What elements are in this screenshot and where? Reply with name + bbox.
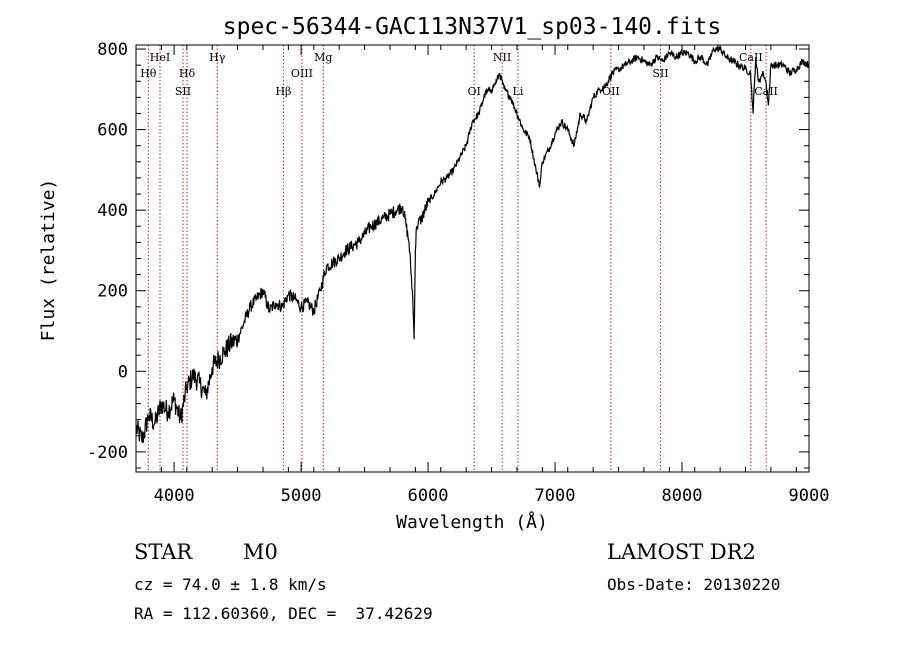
line-label-4: Hγ xyxy=(209,51,226,64)
ra-dec-coordinates: RA = 112.60360, DEC = 37.42629 xyxy=(134,604,433,623)
line-label-9: NII xyxy=(493,51,511,64)
line-label-1: HeI xyxy=(150,51,170,64)
x-tick-label-0: 4000 xyxy=(154,486,195,506)
x-tick-label-3: 7000 xyxy=(535,486,576,506)
line-label-10: Li xyxy=(513,85,524,98)
line-label-2: SII xyxy=(175,85,191,98)
redshift-cz: cz = 74.0 ± 1.8 km/s xyxy=(134,575,327,594)
object-class: STAR xyxy=(134,540,193,564)
survey-name: LAMOST DR2 xyxy=(607,540,756,564)
x-tick-label-1: 5000 xyxy=(281,486,322,506)
line-label-6: OIII xyxy=(291,67,313,80)
observation-date: Obs-Date: 20130220 xyxy=(607,575,781,594)
line-label-12: SII xyxy=(652,67,668,80)
y-axis-label: Flux (relative) xyxy=(38,179,59,342)
line-label-11: OII xyxy=(602,85,620,98)
plot-frame xyxy=(135,44,810,473)
chart-title: spec-56344-GAC113N37V1_sp03-140.fits xyxy=(223,14,722,40)
y-tick-label-4: 600 xyxy=(97,121,128,141)
y-tick-label-5: 800 xyxy=(97,40,128,60)
line-label-13: CaII xyxy=(739,51,763,64)
line-label-5: Hβ xyxy=(275,85,291,98)
y-tick-label-2: 200 xyxy=(97,282,128,302)
line-label-0: Hθ xyxy=(140,67,157,80)
object-subclass: M0 xyxy=(243,540,278,564)
x-tick-label-2: 6000 xyxy=(408,486,449,506)
line-label-3: Hδ xyxy=(179,67,196,80)
y-tick-label-0: -200 xyxy=(87,443,128,463)
line-label-8: OI xyxy=(467,85,480,98)
line-label-7: Mg xyxy=(314,51,332,64)
spectrum-series-line xyxy=(135,43,810,443)
x-tick-label-5: 9000 xyxy=(789,486,830,506)
x-axis-label: Wavelength (Å) xyxy=(396,511,548,533)
y-tick-label-3: 400 xyxy=(97,201,128,221)
x-tick-label-4: 8000 xyxy=(662,486,703,506)
axis-ticks: 4000 5000 6000 7000 8000 9000 -200 0 200 400 600 80… xyxy=(87,40,829,506)
y-tick-label-1: 0 xyxy=(118,362,128,382)
